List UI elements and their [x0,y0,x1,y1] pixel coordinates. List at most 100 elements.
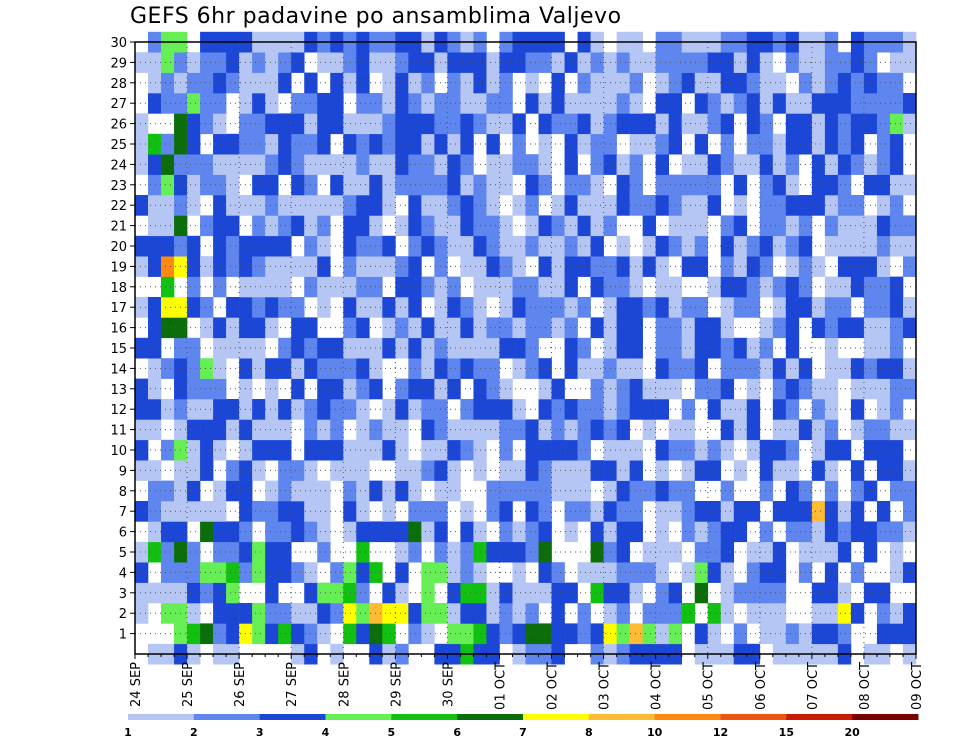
heat-cell [525,174,539,196]
heat-cell [642,52,656,73]
heat-cell [720,521,735,543]
heat-cell [213,133,227,155]
y-tick-label: 7 [119,505,127,520]
heat-cell [616,72,630,94]
colorbar-label: 12 [713,726,728,739]
heat-cell [356,337,370,359]
heat-cell [590,399,604,420]
heat-cell [278,195,292,216]
heat-cell [447,297,461,318]
heat-cell [434,337,448,359]
heat-cell [343,317,357,339]
heat-cell [278,297,292,318]
heat-cell [382,521,396,543]
heat-cell [265,521,279,543]
heat-cell [317,603,331,624]
heat-cell [317,358,331,379]
heat-cell [525,460,539,481]
heat-cell [187,256,201,277]
heat-cell [720,439,735,461]
heat-cell [811,174,826,196]
heat-cell [434,52,448,73]
heat-cell [759,235,774,257]
heat-cell [577,256,591,277]
heat-cell [434,603,448,624]
heat-cell [460,256,474,277]
colorbar-segment [391,714,458,720]
heat-cell [421,623,435,645]
heat-cell [642,133,656,155]
heat-cell [200,317,214,339]
heat-cell [577,93,591,114]
heat-cell [551,195,565,216]
heat-cell [551,378,565,400]
heat-cell [265,215,279,237]
heat-cell [213,501,227,522]
heat-cell [629,113,643,135]
heat-cell [564,276,578,298]
heat-cell [434,215,448,237]
colorbar-segment [128,714,195,720]
heat-cell [746,378,761,400]
heat-cell [876,521,891,543]
heat-cell [382,113,396,135]
heat-cell [811,133,826,155]
heat-cell [772,378,787,400]
heat-cell [824,603,839,624]
y-tick-label: 24 [110,158,127,173]
heat-cell [252,337,266,359]
heat-cell [655,582,669,604]
heat-cell [382,52,396,73]
heat-cell [460,582,474,604]
heat-cell [213,521,227,543]
heat-cell [785,93,800,114]
heat-cell [629,501,643,522]
heat-cell [525,603,539,624]
heat-cell [759,215,774,237]
heat-cell [746,419,761,441]
y-tick-label: 30 [110,36,127,51]
heat-cell [356,378,370,400]
heat-cell [759,521,774,543]
heat-cell [772,154,787,175]
heat-cell [590,521,604,543]
heat-cell [785,235,800,257]
heat-cell [148,52,162,73]
heat-cell [876,195,891,216]
heat-cell [278,235,292,257]
heat-cell [902,317,917,339]
heat-cell [382,399,396,420]
heat-cell [876,337,891,359]
heat-cell [447,93,461,114]
heat-cell [447,480,461,502]
heat-cell [707,399,722,420]
heat-cell [655,541,669,563]
heat-cell [486,541,500,563]
heat-cell [785,154,800,175]
heat-cell [551,480,565,502]
heat-cell [525,72,539,94]
heat-cell [629,480,643,502]
heat-cell [187,460,201,481]
heat-cell [343,72,357,94]
heat-cell [291,113,305,135]
heat-cell [278,215,292,237]
heat-cell [291,501,305,522]
heat-cell [551,235,565,257]
heat-cell [811,154,826,175]
heat-cell [343,460,357,481]
heat-cell [330,195,344,216]
y-tick-label: 28 [110,77,127,92]
heat-cell [148,256,162,277]
heat-cell [421,174,435,196]
heat-cell [590,133,604,155]
heat-cell [642,480,656,502]
heat-cell [226,419,240,441]
heat-cell [278,399,292,420]
heat-cell [785,358,800,379]
heat-cell [421,154,435,175]
heat-cell [499,603,513,624]
heat-cell [759,623,774,645]
heat-cell [850,133,865,155]
heat-cell [226,541,240,563]
